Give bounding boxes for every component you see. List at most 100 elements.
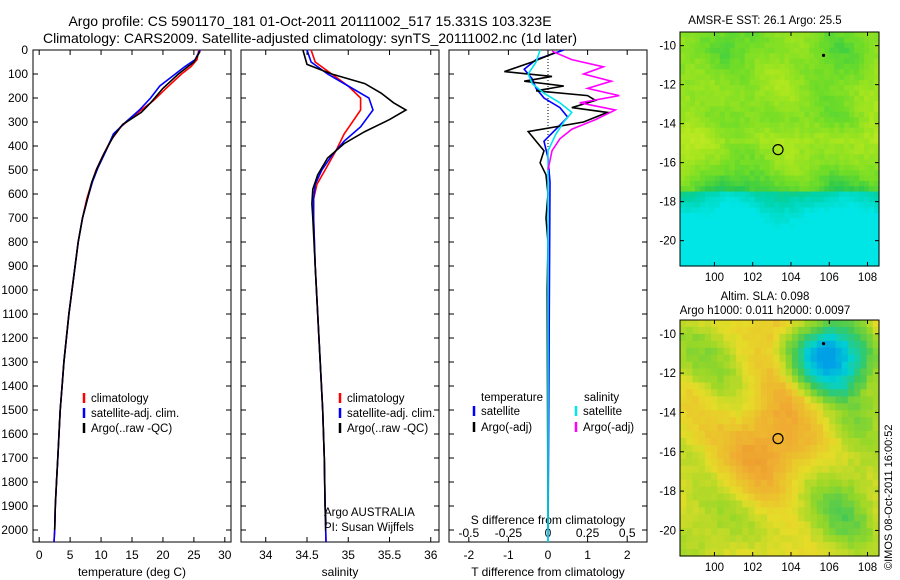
sst-y-tick-label: -16 <box>659 158 676 170</box>
x-tick-label-temperature: 10 <box>94 548 108 562</box>
y-tick-label: 300 <box>8 115 28 129</box>
temp-legend-entry: climatology <box>91 393 149 405</box>
sla-y-tick-label: -14 <box>659 407 676 419</box>
profile-title: Argo profile: CS 5901170_181 01-Oct-2011… <box>68 13 552 29</box>
x-axis-label-salinity: salinity <box>322 565 359 579</box>
y-tick-label: 400 <box>8 139 28 153</box>
sla-x-tick-label: 108 <box>858 562 877 574</box>
profile-pi: PI: Susan Wijffels <box>324 522 414 534</box>
sst-secondary-marker <box>821 53 826 58</box>
sla-map-title: Altim. SLA: 0.098 <box>720 291 810 303</box>
y-tick-label: 0 <box>21 43 28 57</box>
y-tick-label: 1800 <box>1 475 28 489</box>
x-tick-label-difference: 1 <box>584 548 591 562</box>
temp-legend-entry: satellite-adj. clim. <box>91 408 179 420</box>
sst-y-tick-label: -20 <box>659 236 676 248</box>
x-tick-label-difference: 0 <box>545 548 552 562</box>
sla-map-frame <box>679 319 880 557</box>
y-tick-label: 700 <box>8 211 28 225</box>
y-tick-label: 800 <box>8 235 28 249</box>
sst-y-tick-label: -14 <box>659 119 676 131</box>
sla-x-tick-label: 102 <box>743 562 762 574</box>
sla-argo-location-marker <box>772 433 784 445</box>
sal-legend-entry: climatology <box>347 393 405 405</box>
diff-legend-temp-title: temperature <box>481 392 543 404</box>
x-tick-label-temperature: 5 <box>67 548 74 562</box>
y-tick-label: 1900 <box>1 499 28 513</box>
sla-y-tick-label: -18 <box>659 486 676 498</box>
sal-legend-entry: Argo(..raw -QC) <box>347 423 428 435</box>
x-tick-label-temperature: 20 <box>156 548 170 562</box>
x-tick-label-salinity: 35 <box>342 548 356 562</box>
y-tick-label: 600 <box>8 187 28 201</box>
copyright-text: ©IMOS 08-Oct-2011 16:00:52 <box>883 424 895 570</box>
sst-map-frame <box>679 31 880 267</box>
series-line-difference <box>504 51 611 531</box>
series-line-difference <box>527 49 573 542</box>
diff-legend-sal-title: salinity <box>584 392 619 404</box>
y-tick-label: 1300 <box>1 355 28 369</box>
sal-legend-entry: satellite-adj. clim. <box>347 408 435 420</box>
sla-y-tick-label: -16 <box>659 447 676 459</box>
y-tick-label: 1400 <box>1 379 28 393</box>
s-tick-label: 0.25 <box>576 526 600 540</box>
sst-y-tick-label: -12 <box>659 80 676 92</box>
y-tick-label: 2000 <box>1 523 28 537</box>
sla-map-field <box>680 320 880 557</box>
sst-x-tick-label: 106 <box>820 272 839 284</box>
profile-credit: Argo AUSTRALIA <box>324 507 415 519</box>
diff-legend-entry: satellite <box>583 406 622 418</box>
sst-map-field <box>680 32 880 267</box>
sla-x-tick-label: 100 <box>705 562 724 574</box>
diff-legend-entry: satellite <box>481 406 520 418</box>
y-tick-label: 1200 <box>1 331 28 345</box>
panel-frame-salinity <box>240 49 440 543</box>
series-line-difference <box>547 50 620 171</box>
sst-x-tick-label: 100 <box>705 272 724 284</box>
sla-y-tick-label: -10 <box>659 329 676 341</box>
y-tick-label: 900 <box>8 259 28 273</box>
x-tick-label-salinity: 34.5 <box>295 548 319 562</box>
y-tick-label: 100 <box>8 67 28 81</box>
series-line-temperature <box>53 50 201 531</box>
x-tick-label-temperature: 30 <box>218 548 232 562</box>
s-tick-label: -0.25 <box>495 526 523 540</box>
x-tick-label-difference: -1 <box>503 548 514 562</box>
x-tick-label-salinity: 35.5 <box>378 548 402 562</box>
x-tick-label-temperature: 25 <box>187 548 201 562</box>
y-tick-label: 200 <box>8 91 28 105</box>
temp-legend-entry: Argo(..raw -QC) <box>91 423 172 435</box>
x-tick-label-salinity: 36 <box>424 548 438 562</box>
s-tick-label: -0.5 <box>458 526 479 540</box>
sst-x-tick-label: 104 <box>781 272 801 284</box>
sla-y-tick-label: -12 <box>659 368 676 380</box>
sla-map-subtitle: Argo h1000: 0.011 h2000: 0.0097 <box>679 305 851 317</box>
diff-legend-entry: Argo(-adj) <box>481 422 532 434</box>
x-tick-label-difference: -2 <box>463 548 474 562</box>
x-tick-label-temperature: 0 <box>36 548 43 562</box>
series-line-salinity <box>302 49 408 526</box>
y-tick-label: 1500 <box>1 403 28 417</box>
sst-x-tick-label: 102 <box>743 272 762 284</box>
sla-secondary-marker <box>821 342 826 346</box>
climatology-title: Climatology: CARS2009. Satellite-adjuste… <box>42 30 578 46</box>
sst-y-tick-label: -10 <box>659 41 676 53</box>
s-tick-label: 0.5 <box>619 526 636 540</box>
y-tick-label: 1000 <box>1 283 28 297</box>
diff-legend-entry: Argo(-adj) <box>583 422 634 434</box>
y-tick-label: 1100 <box>2 307 28 321</box>
y-tick-label: 1600 <box>1 427 28 441</box>
sla-x-tick-label: 104 <box>781 562 801 574</box>
y-tick-label: 1700 <box>1 451 28 465</box>
x-tick-label-salinity: 34 <box>259 548 273 562</box>
sla-x-tick-label: 106 <box>820 562 839 574</box>
sst-x-tick-label: 108 <box>858 272 877 284</box>
y-tick-label: 500 <box>8 163 28 177</box>
sla-y-tick-label: -20 <box>659 525 676 537</box>
sst-argo-location-marker <box>772 144 784 156</box>
sst-y-tick-label: -18 <box>659 197 676 209</box>
sst-map-title: AMSR-E SST: 26.1 Argo: 25.5 <box>688 15 842 27</box>
x-axis-label-difference: T difference from climatology <box>471 565 625 579</box>
x-tick-label-temperature: 15 <box>125 548 139 562</box>
